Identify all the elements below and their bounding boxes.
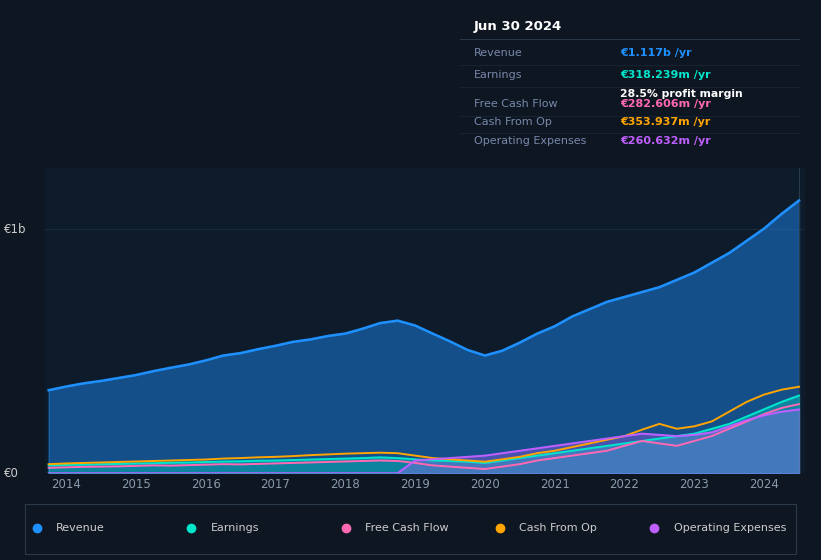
Text: €282.606m /yr: €282.606m /yr bbox=[620, 99, 711, 109]
Text: Operating Expenses: Operating Expenses bbox=[474, 136, 586, 146]
Text: €1b: €1b bbox=[4, 222, 26, 236]
Text: Revenue: Revenue bbox=[57, 523, 105, 533]
Text: Revenue: Revenue bbox=[474, 49, 522, 58]
Text: €260.632m /yr: €260.632m /yr bbox=[620, 136, 710, 146]
Text: Free Cash Flow: Free Cash Flow bbox=[474, 99, 557, 109]
Text: Operating Expenses: Operating Expenses bbox=[674, 523, 786, 533]
Text: €1.117b /yr: €1.117b /yr bbox=[620, 49, 691, 58]
Text: Earnings: Earnings bbox=[474, 70, 522, 80]
Text: €0: €0 bbox=[4, 466, 19, 480]
Text: Earnings: Earnings bbox=[211, 523, 259, 533]
Text: Cash From Op: Cash From Op bbox=[474, 116, 552, 127]
Text: Free Cash Flow: Free Cash Flow bbox=[365, 523, 448, 533]
Text: €318.239m /yr: €318.239m /yr bbox=[620, 70, 710, 80]
Text: Jun 30 2024: Jun 30 2024 bbox=[474, 20, 562, 33]
Text: €353.937m /yr: €353.937m /yr bbox=[620, 116, 710, 127]
Text: 28.5% profit margin: 28.5% profit margin bbox=[620, 89, 742, 99]
Text: Cash From Op: Cash From Op bbox=[520, 523, 597, 533]
